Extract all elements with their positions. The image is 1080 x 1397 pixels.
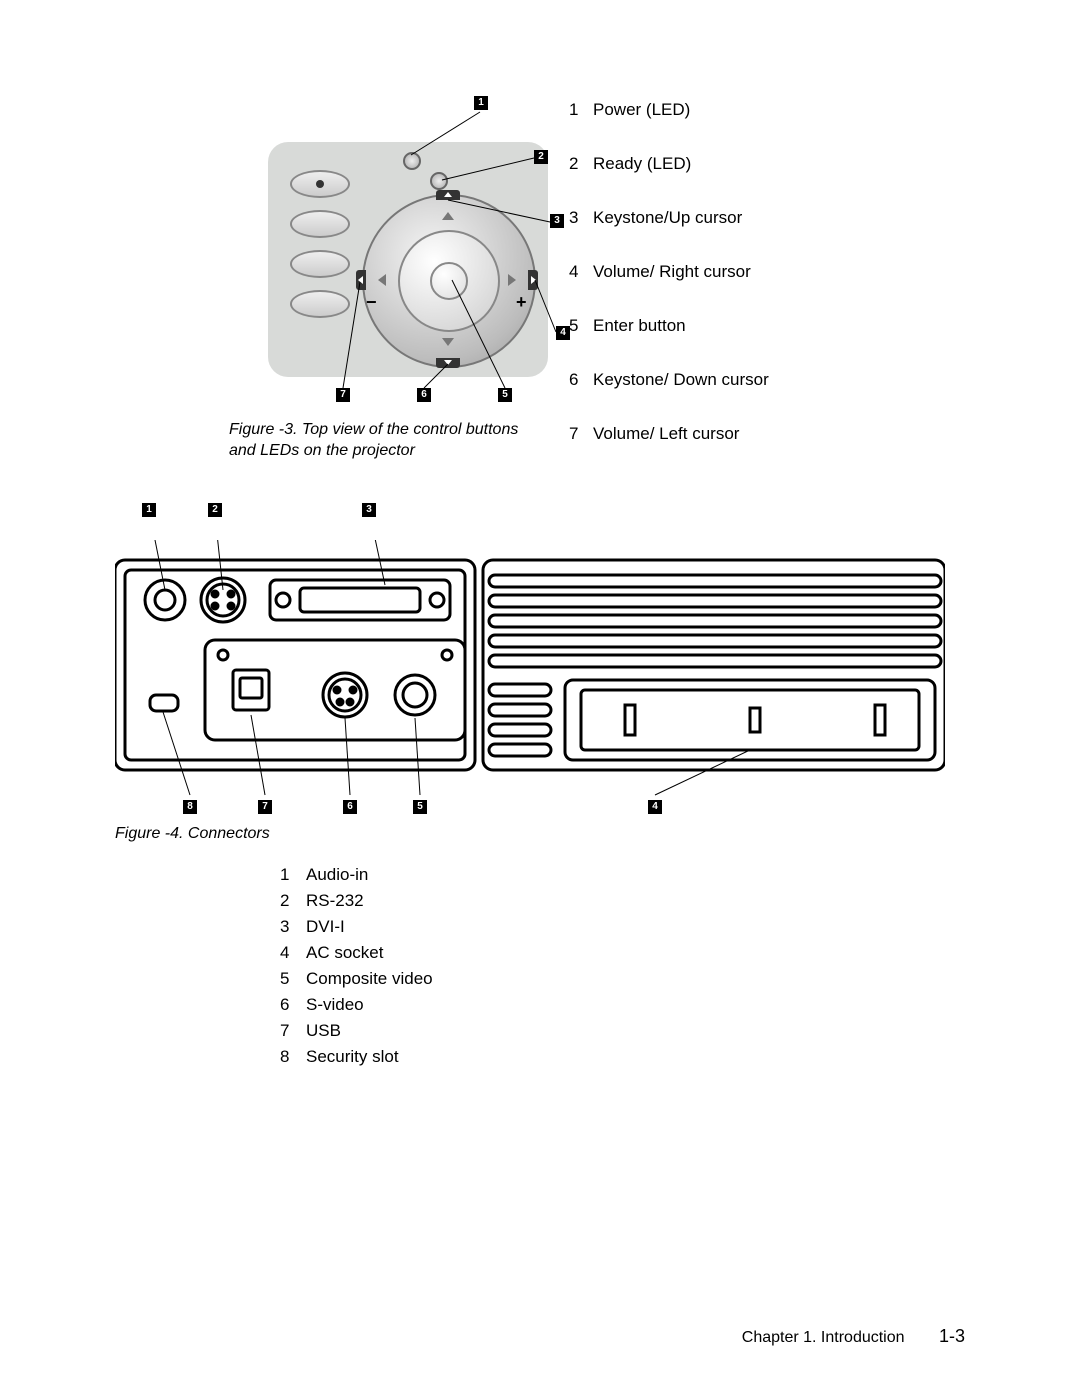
- arrow-down-icon: [442, 338, 454, 346]
- legend-num: 1: [569, 100, 593, 120]
- legend-label: S-video: [306, 995, 364, 1015]
- legend-label: Volume/ Left cursor: [593, 424, 739, 444]
- legend-num: 1: [280, 865, 306, 885]
- legend-row: 6 Keystone/ Down cursor: [569, 370, 769, 390]
- callout-marker-2: 2: [534, 150, 548, 164]
- oval-button-3: [290, 250, 350, 278]
- legend-row: 3 Keystone/Up cursor: [569, 208, 769, 228]
- fig1-caption-line1: Figure -3. Top view of the control butto…: [229, 421, 518, 438]
- chapter-label: Chapter 1. Introduction: [742, 1329, 905, 1346]
- legend-num: 6: [280, 995, 306, 1015]
- legend-label: Audio-in: [306, 865, 368, 885]
- power-led-icon: [403, 152, 421, 170]
- legend-num: 3: [280, 917, 306, 937]
- legend-row: 5Composite video: [280, 969, 433, 989]
- legend-row: 2RS-232: [280, 891, 433, 911]
- legend-row: 4 Volume/ Right cursor: [569, 262, 769, 282]
- legend-num: 7: [280, 1021, 306, 1041]
- legend-label: Composite video: [306, 969, 433, 989]
- callout-marker-5: 5: [498, 388, 512, 402]
- legend-num: 8: [280, 1047, 306, 1067]
- volume-right-icon: [528, 270, 538, 290]
- ready-led-icon: [430, 172, 448, 190]
- callout-marker-fig2-5: 5: [413, 800, 427, 814]
- legend-num: 5: [280, 969, 306, 989]
- legend-num: 5: [569, 316, 593, 336]
- keystone-up-icon: [436, 190, 460, 200]
- volume-left-icon: [356, 270, 366, 290]
- legend-label: Keystone/Up cursor: [593, 208, 742, 228]
- enter-button-icon: [430, 262, 468, 300]
- fig1-caption: Figure -3. Top view of the control butto…: [229, 420, 589, 462]
- minus-icon: −: [366, 292, 377, 313]
- plus-icon: +: [516, 292, 527, 313]
- page-number: 1-3: [939, 1326, 965, 1346]
- callout-marker-7: 7: [336, 388, 350, 402]
- fig2-legend: 1Audio-in 2RS-232 3DVI-I 4AC socket 5Com…: [280, 865, 433, 1073]
- legend-label: Enter button: [593, 316, 686, 336]
- legend-num: 3: [569, 208, 593, 228]
- callout-marker-fig2-1: 1: [142, 503, 156, 517]
- page-footer: Chapter 1. Introduction 1-3: [742, 1326, 965, 1347]
- oval-button-2: [290, 210, 350, 238]
- callout-marker-fig2-3: 3: [362, 503, 376, 517]
- arrow-up-icon: [442, 212, 454, 220]
- callout-marker-fig2-2: 2: [208, 503, 222, 517]
- oval-button-4: [290, 290, 350, 318]
- fig1-legend: 1 Power (LED) 2 Ready (LED) 3 Keystone/U…: [569, 100, 769, 478]
- callout-marker-fig2-7: 7: [258, 800, 272, 814]
- arrow-right-icon: [508, 274, 516, 286]
- legend-label: USB: [306, 1021, 341, 1041]
- legend-label: Ready (LED): [593, 154, 691, 174]
- back-panel-diagram: [115, 540, 945, 830]
- callout-marker-4: 4: [556, 326, 570, 340]
- legend-label: Power (LED): [593, 100, 690, 120]
- legend-num: 6: [569, 370, 593, 390]
- arrow-left-icon: [378, 274, 386, 286]
- legend-row: 5 Enter button: [569, 316, 769, 336]
- legend-row: 6S-video: [280, 995, 433, 1015]
- oval-button-1: [290, 170, 350, 198]
- legend-row: 3DVI-I: [280, 917, 433, 937]
- legend-row: 4AC socket: [280, 943, 433, 963]
- legend-num: 2: [280, 891, 306, 911]
- callout-marker-fig2-4: 4: [648, 800, 662, 814]
- legend-row: 2 Ready (LED): [569, 154, 769, 174]
- callout-marker-1: 1: [474, 96, 488, 110]
- legend-label: RS-232: [306, 891, 364, 911]
- callout-marker-fig2-6: 6: [343, 800, 357, 814]
- legend-label: Keystone/ Down cursor: [593, 370, 769, 390]
- legend-row: 8Security slot: [280, 1047, 433, 1067]
- keystone-down-icon: [436, 358, 460, 368]
- legend-row: 1 Power (LED): [569, 100, 769, 120]
- legend-num: 4: [280, 943, 306, 963]
- legend-row: 7 Volume/ Left cursor: [569, 424, 769, 444]
- callout-marker-fig2-8: 8: [183, 800, 197, 814]
- legend-row: 7USB: [280, 1021, 433, 1041]
- legend-label: AC socket: [306, 943, 383, 963]
- page: − + 1 2 3 4 5 6 7 1 Power (LED) 2 Ready …: [0, 0, 1080, 1397]
- legend-label: Volume/ Right cursor: [593, 262, 751, 282]
- callout-marker-6: 6: [417, 388, 431, 402]
- legend-num: 2: [569, 154, 593, 174]
- legend-num: 4: [569, 262, 593, 282]
- callout-marker-3: 3: [550, 214, 564, 228]
- fig1-caption-line2: and LEDs on the projector: [229, 442, 415, 459]
- control-panel-diagram: − +: [268, 142, 548, 377]
- fig2-caption: Figure -4. Connectors: [115, 825, 270, 843]
- legend-row: 1Audio-in: [280, 865, 433, 885]
- legend-label: Security slot: [306, 1047, 399, 1067]
- legend-label: DVI-I: [306, 917, 345, 937]
